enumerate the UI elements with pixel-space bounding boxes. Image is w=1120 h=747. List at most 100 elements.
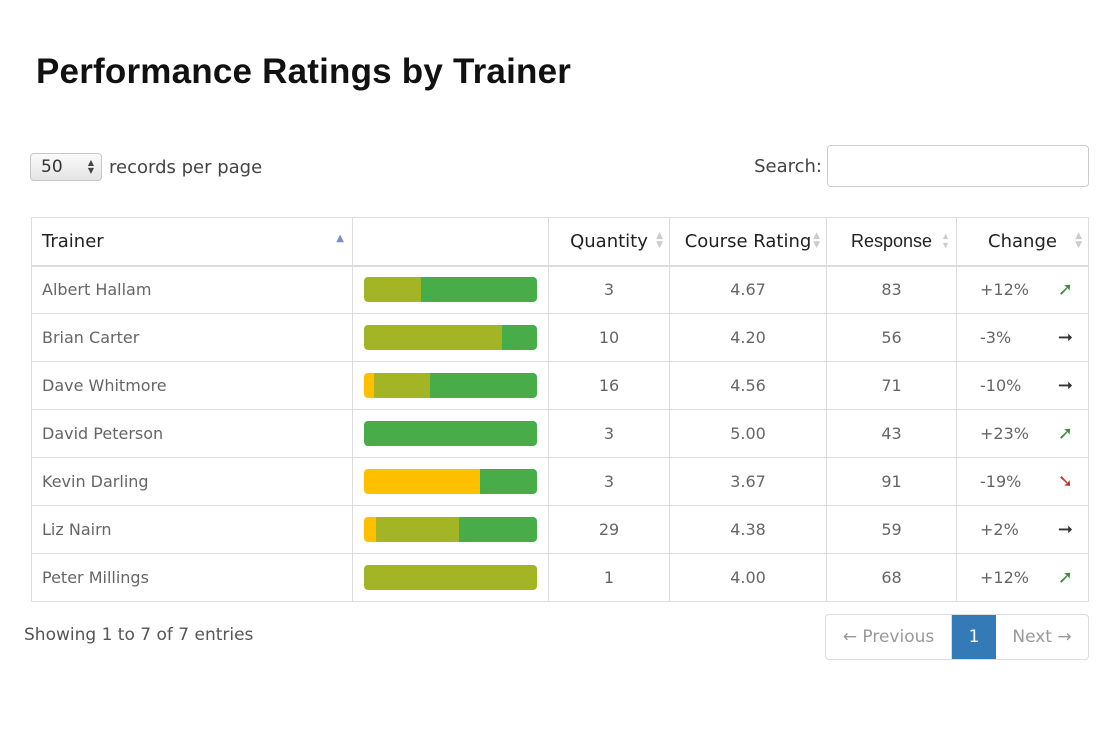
change-cell: +12% ➚ xyxy=(956,265,1089,314)
records-per-page-label: records per page xyxy=(109,156,263,178)
trainer-name-cell: David Peterson xyxy=(31,409,353,458)
table-row: Kevin Darling 3 3.67 91 -19% ➘ xyxy=(31,457,1089,506)
column-header-quantity-label: Quantity xyxy=(570,230,648,252)
response-cell: 43 xyxy=(826,409,957,458)
sort-icon: ▲ ▼ xyxy=(656,231,663,250)
bar-segment-olive xyxy=(376,517,460,542)
course-rating-cell: 4.67 xyxy=(669,265,827,314)
table-row: Liz Nairn 29 4.38 59 +2% ➞ xyxy=(31,505,1089,554)
change-cell: -19% ➘ xyxy=(956,457,1089,506)
records-per-page-control: 50 ▲ ▼ records per page xyxy=(30,152,262,182)
rating-distribution-bar xyxy=(364,421,537,446)
column-header-response-label: Response xyxy=(850,230,933,251)
column-header-rating-bar xyxy=(352,217,549,267)
column-header-quantity[interactable]: Quantity ▲ ▼ xyxy=(548,217,670,267)
column-header-change[interactable]: Change ▲ ▼ xyxy=(956,217,1089,267)
table-row: Albert Hallam 3 4.67 83 +12% ➚ xyxy=(31,265,1089,314)
quantity-cell: 1 xyxy=(548,553,670,602)
table-row: David Peterson 3 5.00 43 +23% ➚ xyxy=(31,409,1089,458)
quantity-cell: 3 xyxy=(548,409,670,458)
rating-bar-cell xyxy=(352,505,549,554)
trainer-table: Trainer ▲ Quantity ▲ ▼ Course Rating ▲ ▼ R… xyxy=(31,217,1089,602)
table-row: Dave Whitmore 16 4.56 71 -10% ➞ xyxy=(31,361,1089,410)
rating-bar-cell xyxy=(352,313,549,362)
trend-flat-arrow-icon: ➞ xyxy=(1057,518,1073,540)
sort-ascending-icon: ▲ xyxy=(336,233,344,244)
change-value: -19% xyxy=(980,472,1022,491)
pagination: ← Previous 1 Next → xyxy=(825,614,1089,660)
quantity-cell: 29 xyxy=(548,505,670,554)
sort-icon: ▲ ▼ xyxy=(1075,231,1082,250)
course-rating-cell: 4.38 xyxy=(669,505,827,554)
response-cell: 56 xyxy=(826,313,957,362)
change-cell: -3% ➞ xyxy=(956,313,1089,362)
trend-up-arrow-icon: ➚ xyxy=(1057,566,1073,588)
course-rating-cell: 4.56 xyxy=(669,361,827,410)
search-label: Search: xyxy=(754,155,822,177)
trainer-name-cell: Dave Whitmore xyxy=(31,361,353,410)
rating-bar-cell xyxy=(352,553,549,602)
bar-segment-yellow xyxy=(364,469,480,494)
table-row: Peter Millings 1 4.00 68 +12% ➚ xyxy=(31,553,1089,602)
response-cell: 68 xyxy=(826,553,957,602)
course-rating-cell: 4.20 xyxy=(669,313,827,362)
rating-distribution-bar xyxy=(364,277,537,303)
change-value: +12% xyxy=(980,280,1029,300)
trend-flat-arrow-icon: ➞ xyxy=(1057,374,1073,396)
change-cell: +2% ➞ xyxy=(956,505,1089,554)
trend-down-arrow-icon: ➘ xyxy=(1057,470,1073,492)
response-cell: 59 xyxy=(826,505,957,554)
column-header-change-label: Change xyxy=(988,230,1057,252)
table-row: Brian Carter 10 4.20 56 -3% ➞ xyxy=(31,313,1089,362)
bar-segment-green xyxy=(421,277,537,303)
quantity-cell: 10 xyxy=(548,313,670,362)
page-title: Performance Ratings by Trainer xyxy=(36,52,572,91)
rating-bar-cell xyxy=(352,265,549,314)
bar-segment-green xyxy=(479,469,537,494)
column-header-course-rating[interactable]: Course Rating ▲ ▼ xyxy=(669,217,827,267)
rating-distribution-bar xyxy=(364,325,537,350)
search-input[interactable] xyxy=(827,145,1089,187)
bar-segment-green xyxy=(502,325,537,350)
sort-icon: ▲ ▼ xyxy=(813,231,820,250)
response-cell: 71 xyxy=(826,361,957,410)
bar-segment-olive xyxy=(374,373,430,398)
select-spinner-icon: ▲ ▼ xyxy=(87,158,94,175)
change-value: -3% xyxy=(980,328,1012,347)
quantity-cell: 16 xyxy=(548,361,670,410)
change-value: +12% xyxy=(980,568,1029,587)
trainer-name-cell: Brian Carter xyxy=(31,313,353,362)
table-body: Albert Hallam 3 4.67 83 +12% ➚ Brian Carter 10 4… xyxy=(31,265,1089,602)
bar-segment-yellow xyxy=(364,373,375,398)
rating-distribution-bar xyxy=(364,469,537,494)
bar-segment-green xyxy=(459,517,537,542)
rating-bar-cell xyxy=(352,409,549,458)
column-header-course-rating-label: Course Rating xyxy=(684,230,812,252)
response-cell: 91 xyxy=(826,457,957,506)
previous-page-button[interactable]: ← Previous xyxy=(826,615,952,659)
sort-icon: ▲ ▼ xyxy=(941,231,950,250)
bar-segment-green xyxy=(429,373,537,398)
column-header-response[interactable]: Response ▲ ▼ xyxy=(826,217,957,267)
change-cell: +12% ➚ xyxy=(956,553,1089,602)
quantity-cell: 3 xyxy=(548,265,670,314)
next-page-button[interactable]: Next → xyxy=(1012,627,1072,647)
course-rating-cell: 4.00 xyxy=(669,553,827,602)
change-value: +23% xyxy=(980,424,1029,443)
records-per-page-select[interactable]: 50 ▲ ▼ xyxy=(30,153,102,181)
page-1-button[interactable]: 1 xyxy=(952,615,996,659)
trend-flat-arrow-icon: ➞ xyxy=(1057,326,1073,348)
search-control: Search: xyxy=(754,145,1089,187)
bar-segment-green xyxy=(364,421,537,446)
rating-distribution-bar xyxy=(364,565,537,590)
change-value: +2% xyxy=(980,520,1019,539)
column-header-trainer-label: Trainer xyxy=(42,230,104,252)
trainer-name-cell: Kevin Darling xyxy=(31,457,353,506)
trend-up-arrow-icon: ➚ xyxy=(1057,422,1073,444)
column-header-trainer[interactable]: Trainer ▲ xyxy=(31,217,353,267)
trainer-name-cell: Peter Millings xyxy=(31,553,353,602)
records-per-page-value: 50 xyxy=(41,157,63,177)
course-rating-cell: 5.00 xyxy=(669,409,827,458)
quantity-cell: 3 xyxy=(548,457,670,506)
trend-up-arrow-icon: ➚ xyxy=(1057,278,1073,300)
